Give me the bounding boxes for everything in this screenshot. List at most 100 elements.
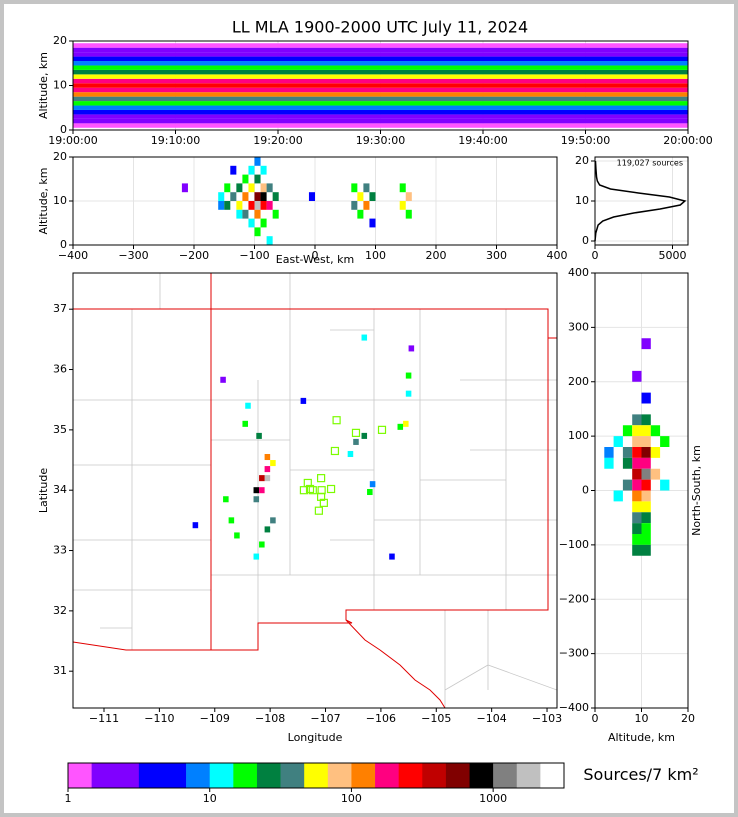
density-cell [181, 183, 188, 193]
density-cell [254, 174, 261, 184]
y-tick-label: 35 [53, 423, 67, 436]
density-cell [632, 534, 642, 545]
density-cell [308, 192, 315, 201]
density-cell [369, 192, 376, 201]
density-cell [650, 447, 661, 458]
y-tick-label: 100 [568, 429, 589, 442]
density-cell [260, 183, 267, 193]
y-tick-label: 32 [53, 604, 67, 617]
density-cell [223, 496, 229, 503]
x-tick-label: −100 [239, 249, 269, 262]
density-cell [641, 501, 651, 513]
colorbar-tick-label: 10 [203, 792, 217, 805]
colorbar-segment [209, 763, 234, 788]
y-tick-label: 400 [568, 266, 589, 279]
x-tick-label: −108 [255, 712, 285, 725]
density-cell [272, 209, 279, 219]
density-cell [270, 517, 276, 524]
density-cell [405, 209, 412, 219]
density-cell [613, 490, 623, 502]
density-cell [254, 157, 261, 166]
chart-title: LL MLA 1900-2000 UTC July 11, 2024 [232, 18, 528, 37]
colorbar-segment [280, 763, 305, 788]
density-cell [641, 414, 651, 426]
y-tick-label: 10 [53, 79, 67, 92]
density-cell [641, 490, 651, 502]
y-tick-label: 33 [53, 544, 67, 557]
density-cell [259, 541, 265, 548]
density-cell [234, 532, 240, 539]
x-tick-label: 19:20:00 [253, 134, 302, 147]
y-tick-label: −300 [559, 647, 589, 660]
density-cell [641, 392, 651, 404]
y-tick-label: 10 [575, 194, 589, 207]
density-cell [248, 218, 255, 228]
density-cell [632, 512, 642, 524]
density-cell [260, 201, 267, 210]
x-tick-label: 0 [592, 249, 599, 262]
density-cell [622, 447, 633, 458]
density-cell [73, 47, 688, 53]
density-cell [73, 96, 688, 102]
density-cell [347, 450, 354, 458]
density-cell [242, 420, 248, 427]
x-tick-label: 19:40:00 [458, 134, 507, 147]
x-tick-label: 19:30:00 [356, 134, 405, 147]
density-cell [253, 487, 260, 494]
axes: −400 −300 −200 −100 0 100 200 300 400 0 10 20Altitu… [37, 150, 568, 266]
density-cell [266, 201, 273, 210]
density-cell [248, 165, 255, 175]
y-tick-label: −400 [559, 701, 589, 714]
density-cell [604, 447, 614, 458]
density-cell [641, 544, 651, 556]
density-cell [230, 192, 237, 201]
density-cell [632, 414, 642, 426]
y-tick-label: 31 [53, 664, 67, 677]
density-cell [254, 201, 261, 210]
station [314, 506, 323, 515]
profile-line [594, 160, 687, 242]
density-cell [230, 165, 237, 175]
x-tick-label: 0 [592, 712, 599, 725]
density-cell [403, 420, 409, 427]
density-cell [242, 192, 249, 201]
x-tick-label: 100 [365, 249, 386, 262]
x-tick-label: 19:10:00 [151, 134, 200, 147]
density-cell [220, 376, 226, 383]
density-cell [73, 105, 688, 110]
density-cell [73, 83, 688, 88]
x-tick-label: −106 [366, 712, 396, 725]
density [181, 157, 412, 245]
colorbar-segment [68, 763, 92, 788]
colorbar-tick-label: 1000 [479, 792, 507, 805]
colorbar-segment [327, 763, 352, 788]
plot-frame [72, 40, 689, 131]
density-cell [632, 447, 642, 458]
colorbar-tick-label: 1 [65, 792, 72, 805]
density-cell [73, 123, 688, 128]
density-cell [389, 553, 395, 560]
colorbar-segment [256, 763, 281, 788]
colorbar-segment [91, 763, 116, 788]
density-cell [73, 56, 688, 62]
density-cell [405, 390, 412, 397]
density-cell [224, 183, 231, 193]
density-cell [218, 192, 225, 201]
density-cell [408, 345, 415, 352]
density [73, 43, 688, 128]
colorbar-segment [540, 763, 565, 788]
density-cell [236, 183, 243, 193]
density [604, 338, 670, 556]
density-cell [73, 74, 688, 79]
x-tick-label: −104 [477, 712, 507, 725]
density-cell [242, 209, 249, 219]
x-tick-label: −107 [310, 712, 340, 725]
y-tick-label: 36 [53, 363, 67, 376]
density-cell [248, 183, 255, 193]
density-cell [228, 517, 235, 524]
density-cell [641, 338, 651, 350]
density-cell [622, 457, 633, 469]
density-cell [254, 192, 261, 201]
density-cell [363, 201, 370, 210]
